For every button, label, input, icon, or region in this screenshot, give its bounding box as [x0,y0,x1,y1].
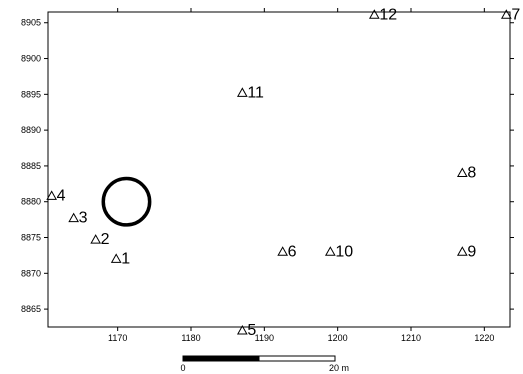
point-7-marker [500,9,512,19]
y-tick-label: 8890 [21,125,41,135]
point-9-marker [456,246,468,256]
y-tick-label: 8870 [21,268,41,278]
point-10-label: 10 [335,243,353,260]
point-1-marker [110,253,122,263]
point-2-label: 2 [101,231,110,248]
point-6-marker [277,246,289,256]
y-tick-label: 8865 [21,304,41,314]
x-tick-label: 1200 [328,333,348,343]
point-4-label: 4 [57,187,66,204]
x-tick-label: 1190 [255,333,274,343]
y-tick-label: 8880 [21,197,41,207]
y-tick-label: 8905 [21,18,41,28]
scale-bar-white-segment [258,355,336,362]
axis-ticks: 1170 1180 1190 1200 1210 12208865887088758880… [21,8,514,343]
point-2-marker [90,234,102,244]
circle-layer [101,176,152,227]
scale-bar: 0 20 m [180,355,349,373]
point-8-marker [456,167,468,178]
scale-bar-black-segment [182,355,260,362]
x-tick-label: 1210 [401,333,421,343]
y-tick-label: 8885 [21,161,41,171]
y-tick-label: 8900 [21,54,41,64]
point-11-label: 11 [247,84,264,101]
circle-marker [101,176,152,227]
point-5-label: 5 [247,322,256,339]
plot-frame [47,11,511,328]
y-tick-label: 8875 [21,233,41,243]
point-3-label: 3 [79,210,88,227]
point-8-label: 8 [467,165,476,182]
x-tick-label: 1180 [181,333,200,343]
x-tick-label: 1220 [474,333,494,343]
point-9-label: 9 [467,243,476,260]
point-6-label: 6 [288,243,297,260]
point-1-label: 1 [121,250,130,267]
y-tick-label: 8895 [21,89,41,99]
point-7-label: 7 [511,6,520,23]
point-5-marker [236,324,248,335]
scale-bar-end-label: 20 m [329,363,349,373]
x-tick-label: 1170 [108,333,127,343]
point-12-label: 12 [379,6,397,23]
point-10-marker [324,246,336,256]
point-11-marker [236,87,248,97]
scale-bar-start-label: 0 [180,363,185,373]
point-12-marker [368,9,380,19]
point-4-marker [46,190,58,200]
point-3-marker [68,212,80,223]
